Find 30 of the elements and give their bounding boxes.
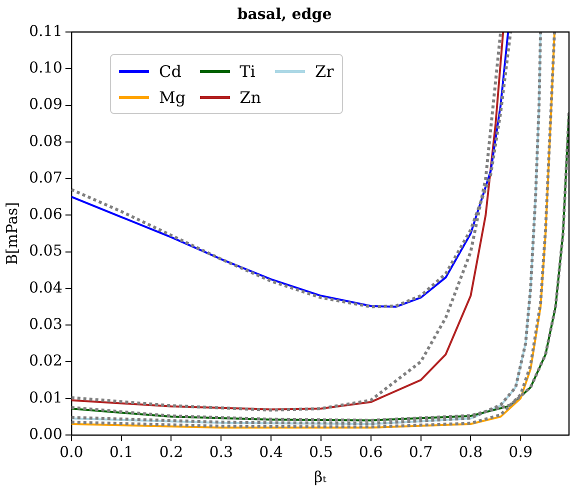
- chart-title: basal, edge: [237, 4, 332, 23]
- y-tick-label: 0.08: [28, 132, 62, 150]
- x-tick-label: 0.3: [209, 442, 234, 461]
- y-tick-label: 0.03: [28, 314, 62, 333]
- legend-label: Cd: [159, 62, 182, 80]
- y-tick-label: 0.10: [28, 58, 62, 77]
- x-axis-title: βₜ: [314, 468, 327, 486]
- y-axis-title: B[mPas]: [2, 202, 21, 266]
- legend-label: Mg: [159, 88, 186, 106]
- x-tick-label: 0.0: [59, 442, 84, 461]
- legend-label: Zr: [315, 62, 334, 80]
- x-tick-label: 0.2: [159, 442, 184, 461]
- x-tick-label: 0.4: [259, 442, 283, 461]
- y-tick-label: 0.02: [28, 352, 62, 370]
- x-tick-label: 0.9: [508, 442, 533, 461]
- x-tick-label: 0.1: [109, 442, 134, 461]
- legend-label: Ti: [240, 62, 256, 80]
- y-tick-label: 0.04: [28, 278, 62, 296]
- legend-label: Zn: [240, 88, 262, 106]
- x-tick-label: 0.5: [309, 442, 333, 461]
- y-tick-label: 0.09: [28, 95, 62, 114]
- x-tick-label: 0.6: [358, 442, 383, 461]
- y-tick-label: 0.00: [28, 424, 62, 443]
- y-tick-label: 0.11: [28, 22, 62, 40]
- x-tick-label: 0.7: [408, 442, 433, 461]
- y-tick-label: 0.01: [28, 388, 62, 406]
- x-tick-label: 0.8: [458, 442, 483, 461]
- y-tick-label: 0.05: [28, 242, 62, 260]
- y-tick-label: 0.06: [28, 205, 62, 224]
- y-tick-label: 0.07: [28, 168, 62, 186]
